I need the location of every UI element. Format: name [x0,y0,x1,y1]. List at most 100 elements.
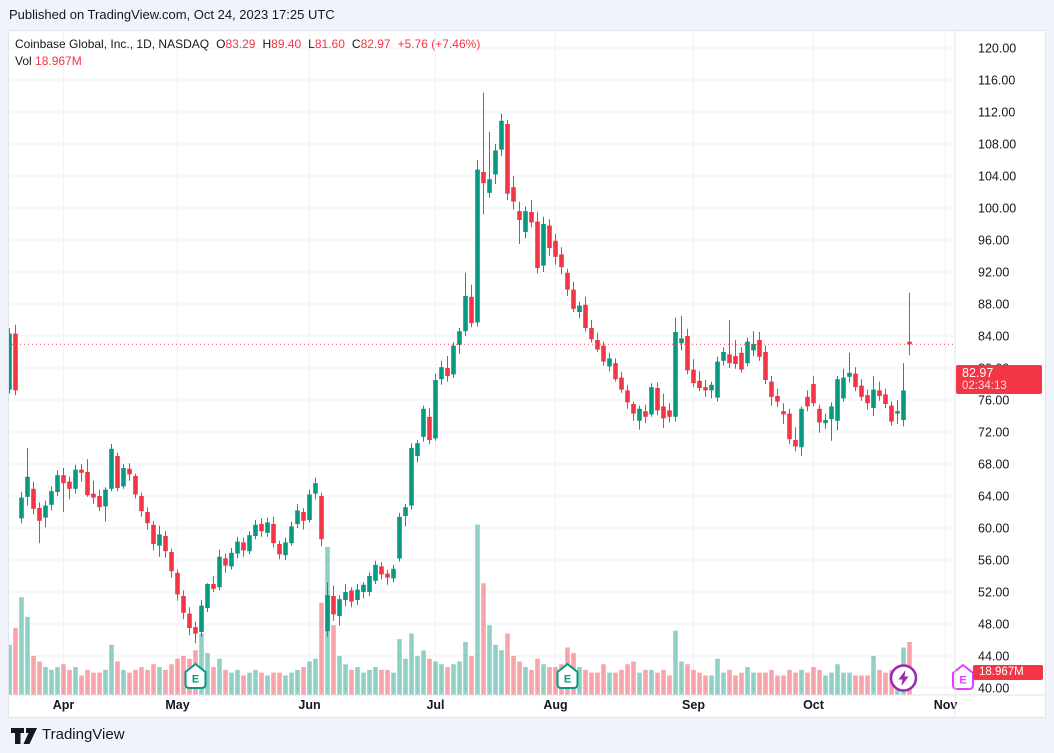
volume-bar [61,664,66,695]
volume-bar [451,664,456,695]
volume-bar [385,669,390,695]
symbol-legend: Coinbase Global, Inc., 1D, NASDAQ O83.29 H… [15,36,480,70]
volume-bar [607,672,612,695]
candle-body [85,472,90,496]
earnings-icon[interactable]: E [556,662,579,689]
volume-bar [97,672,102,695]
volume-bar [709,675,714,695]
candle-body [541,224,546,266]
published-text: Published on TradingView.com, Oct 24, 20… [9,7,335,22]
volume-bar [169,664,174,695]
volume-bar [49,669,54,695]
price-tick-label: 52.00 [978,586,1009,600]
candle-body [307,494,312,520]
volume-bar [535,658,540,695]
candle-body [295,510,300,524]
candle-body [253,524,258,536]
volume-bar [139,667,144,695]
svg-text:E: E [959,675,966,687]
volume-bar [751,672,756,695]
candle-body [709,384,714,391]
candle-body [145,512,150,524]
volume-bar [331,625,336,695]
volume-bar [523,667,528,695]
volume-bar [625,664,630,695]
volume-bar [199,633,204,695]
volume-bar [427,658,432,695]
price-tick-label: 120.00 [978,42,1016,56]
candle-body [217,556,222,588]
volume-bar [805,672,810,695]
candle-body [421,408,426,437]
candle-body [31,488,36,509]
volume-bar [517,661,522,695]
candle-body [715,361,720,398]
month-tick-label: Sep [682,698,705,712]
candle-body [745,341,750,364]
volume-bar [583,669,588,695]
volume-bar [637,672,642,695]
volume-bar [13,627,18,695]
candle-body [403,507,408,516]
chart-canvas[interactable]: 120.00 116.00 112.00 108.00 104.00 100.00 96.0… [8,30,1046,718]
candle-body [739,352,744,370]
candle-body [799,408,804,448]
price-tick-label: 96.00 [978,234,1009,248]
candle-body [787,413,792,440]
volume-bar [721,672,726,695]
volume-bar [121,669,126,695]
candle-body [835,379,840,421]
candle-body [115,456,120,488]
candle-body [391,568,396,579]
candle-body [343,592,348,600]
volume-bar [259,672,264,695]
candle-body [433,380,438,439]
candle-body [619,377,624,390]
volume-bar [247,672,252,695]
volume-bar [787,669,792,695]
volume-bar [667,675,672,695]
candle-body [457,331,462,345]
volume-bar [223,669,228,695]
candle-body [631,404,636,414]
price-tick-label: 60.00 [978,522,1009,536]
price-tick-label: 44.00 [978,650,1009,664]
volume-bar [829,672,834,695]
candle-body [61,475,66,484]
volume-bar [277,672,282,695]
candle-body [373,564,378,581]
candle-body [265,522,270,533]
volume-bar [211,667,216,695]
volume-bar [295,669,300,695]
earnings-icon[interactable]: E [184,662,207,689]
volume-bar [769,669,774,695]
volume-bar [457,661,462,695]
candle-body [499,120,504,150]
earnings-upcoming-icon[interactable]: E [952,663,974,690]
candle-body [157,534,162,546]
month-tick-label: Nov [934,698,958,712]
candle-body [463,296,468,332]
volume-bar [865,675,870,695]
volume-bar [799,669,804,695]
footer-brand-link[interactable]: TradingView [42,726,125,743]
legend-row-volume: Vol 18.967M [15,53,480,70]
volume-bar [109,644,114,695]
candle-body [127,468,132,475]
volume-bar [877,669,882,695]
flash-icon[interactable] [889,664,918,692]
candle-body [25,476,30,497]
volume-bar [757,672,762,695]
candle-body [103,489,108,507]
price-tick-label: 88.00 [978,298,1009,312]
volume-bar [715,658,720,695]
candle-body [859,385,864,397]
volume-bar [8,644,12,695]
candle-body [223,558,228,566]
candle-body [841,377,846,399]
volume-bar [403,658,408,695]
volume-bar [463,641,468,695]
price-tick-label: 116.00 [978,74,1015,88]
candle-body [613,363,618,380]
candle-body [637,408,642,421]
